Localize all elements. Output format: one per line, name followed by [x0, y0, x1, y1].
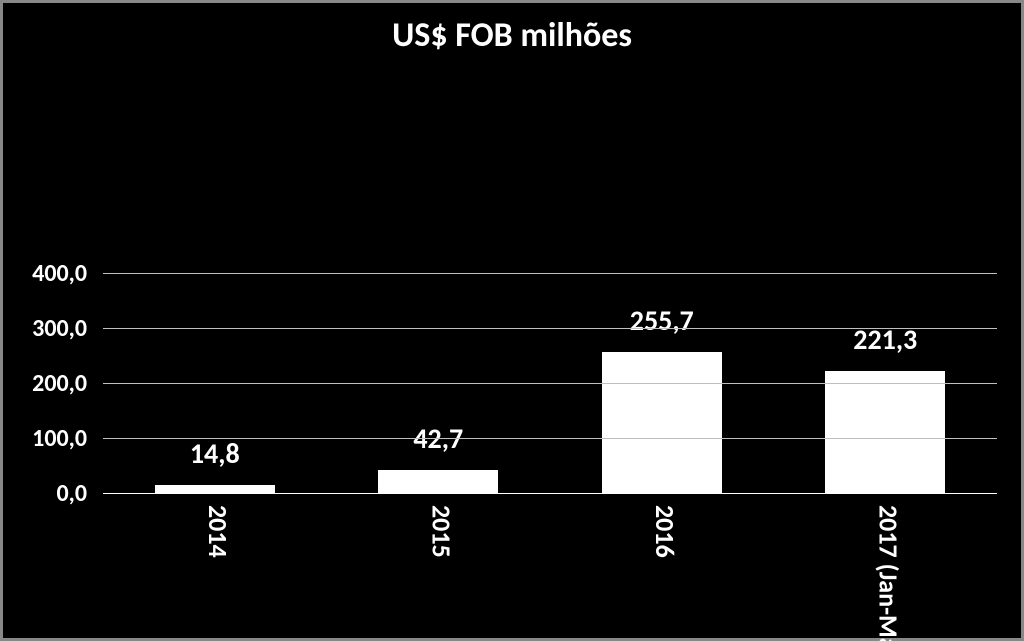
bar: [602, 352, 722, 493]
y-tick-label: 0,0: [56, 479, 87, 508]
bar: [155, 485, 275, 493]
bar-chart: US$ FOB milhões 14,842,7255,7221,3 0,0 10…: [0, 0, 1024, 641]
x-tick-label: 2015: [425, 505, 457, 558]
bar: [378, 470, 498, 493]
y-tick-label: 300,0: [32, 314, 87, 343]
x-tick-label: 2014: [202, 505, 234, 558]
bar-value-label: 255,7: [550, 303, 774, 338]
plot-area: 14,842,7255,7221,3: [103, 273, 997, 493]
chart-title: US$ FOB milhões: [3, 15, 1021, 56]
y-tick-label: 400,0: [32, 259, 87, 288]
y-tick-label: 100,0: [32, 424, 87, 453]
y-tick-label: 200,0: [32, 369, 87, 398]
bar: [825, 371, 945, 493]
gridline: [103, 328, 997, 329]
gridline: [103, 438, 997, 439]
gridline: [103, 273, 997, 274]
x-axis-line: [103, 493, 997, 494]
x-tick-label: 2016: [649, 505, 681, 558]
x-tick-label: 2017 (Jan-Maio): [872, 505, 904, 641]
bar-value-label: 14,8: [103, 436, 327, 471]
gridline: [103, 383, 997, 384]
